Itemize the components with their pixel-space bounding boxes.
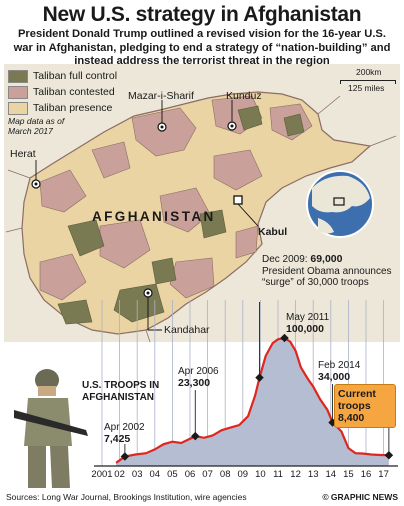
- troops-chart: 2001 02 03 04 05 06 07 08 09 10 11 12 13 14 15 16 17: [91, 300, 398, 480]
- x-tick-label: 06: [185, 469, 196, 480]
- annotation-value: 7,425: [104, 432, 131, 445]
- locator-globe: [306, 170, 374, 238]
- data-point-marker: [191, 431, 200, 441]
- map-legend: Taliban full control Taliban contested T…: [8, 68, 117, 116]
- full-control-regions: [57, 105, 305, 325]
- x-tick-label: 02: [114, 469, 125, 480]
- x-tick-label: 16: [361, 469, 372, 480]
- legend-label: Taliban full control: [33, 70, 118, 82]
- annotation-date: Dec 2009:: [262, 254, 308, 265]
- map-note-line-2: March 2017: [8, 126, 53, 136]
- city-leaders: [35, 100, 259, 331]
- annotation-apr-2002: Apr 2002 7,425: [104, 422, 145, 445]
- chart-title: U.S. TROOPS IN AFGHANISTAN: [82, 380, 160, 403]
- x-tick-label: 13: [308, 469, 319, 480]
- x-tick-label: 12: [290, 469, 301, 480]
- x-tick-label: 04: [150, 469, 161, 480]
- scale-bar: [340, 80, 396, 84]
- annotation-dec-2009: Dec 2009: 69,000 President Obama announc…: [262, 253, 394, 289]
- city-markers: [31, 121, 243, 298]
- legend-label: Taliban presence: [33, 102, 113, 114]
- city-label-kunduz: Kunduz: [226, 90, 262, 102]
- annotation-date: Apr 2006: [178, 366, 219, 377]
- x-tick-label: 03: [132, 469, 143, 480]
- annotation-date: May 2011: [286, 312, 330, 323]
- x-tick-label: 2001: [91, 469, 112, 480]
- data-point-marker: [255, 373, 264, 382]
- soldier-image: [14, 369, 88, 488]
- current-troops-box: Current troops 8,400: [334, 384, 396, 428]
- city-label-mazar-i-sharif: Mazar-i-Sharif: [128, 90, 194, 102]
- map-scale: 200km 125 miles: [340, 67, 396, 93]
- credit: © GRAPHIC NEWS: [322, 492, 398, 502]
- current-troops-value: 8,400: [338, 412, 365, 424]
- annotation-may-2011: May 2011 100,000: [286, 312, 329, 335]
- legend-swatch: [8, 101, 28, 115]
- annotation-date: Feb 2014: [318, 360, 361, 371]
- data-point-marker: [120, 452, 130, 461]
- annotation-text: President Obama announces “surge” of 30,…: [262, 265, 392, 289]
- city-label-kandahar: Kandahar: [164, 324, 210, 336]
- annotation-value: 34,000: [318, 370, 351, 383]
- annotation-value: 23,300: [178, 376, 211, 389]
- troops-area: [116, 338, 389, 466]
- subtitle: President Donald Trump outlined a revise…: [13, 28, 391, 67]
- annotation-apr-2006: Apr 2006 23,300: [178, 366, 219, 389]
- legend-item-contested: Taliban contested: [8, 84, 117, 100]
- city-label-herat: Herat: [10, 148, 36, 160]
- annotation-value: 69,000: [310, 253, 343, 265]
- city-label-kabul: Kabul: [258, 226, 288, 238]
- scale-km: 200km: [356, 67, 382, 77]
- annotation-date: Apr 2002: [104, 422, 145, 433]
- x-tick-labels: 2001 02 03 04 05 06 07 08 09 10 11 12 13 14 15 16 17: [91, 469, 388, 480]
- annotation-feb-2014: Feb 2014 34,000: [318, 360, 360, 383]
- scale-miles: 125 miles: [348, 83, 385, 93]
- country-label: AFGHANISTAN: [92, 209, 216, 224]
- x-tick-label: 14: [326, 469, 337, 480]
- annotation-value: 100,000: [286, 322, 324, 335]
- x-tick-label: 05: [167, 469, 178, 480]
- troops-line: [115, 336, 389, 464]
- x-tick-label: 07: [202, 469, 213, 480]
- legend-label: Taliban contested: [33, 86, 115, 98]
- main-title: New U.S. strategy in Afghanistan: [42, 3, 362, 26]
- x-tick-label: 11: [273, 469, 283, 480]
- map-data-note: Map data as of March 2017: [8, 116, 64, 136]
- map-note-line-1: Map data as of: [8, 116, 65, 126]
- legend-swatch: [8, 85, 28, 99]
- x-tick-label: 08: [220, 469, 231, 480]
- current-troops-label: Current troops: [338, 388, 376, 412]
- legend-swatch: [8, 69, 28, 83]
- data-point-marker: [280, 333, 289, 343]
- data-point-marker: [384, 451, 394, 460]
- contested-regions: [39, 95, 313, 301]
- neighbour-borders: [5, 95, 397, 343]
- x-tick-label: 10: [255, 469, 266, 480]
- x-tick-label: 09: [238, 469, 249, 480]
- legend-item-full-control: Taliban full control: [8, 68, 117, 84]
- sources: Sources: Long War Journal, Brookings Ins…: [6, 492, 247, 502]
- x-tick-label: 17: [378, 469, 389, 480]
- legend-item-presence: Taliban presence: [8, 100, 117, 116]
- x-tick-label: 15: [343, 469, 354, 480]
